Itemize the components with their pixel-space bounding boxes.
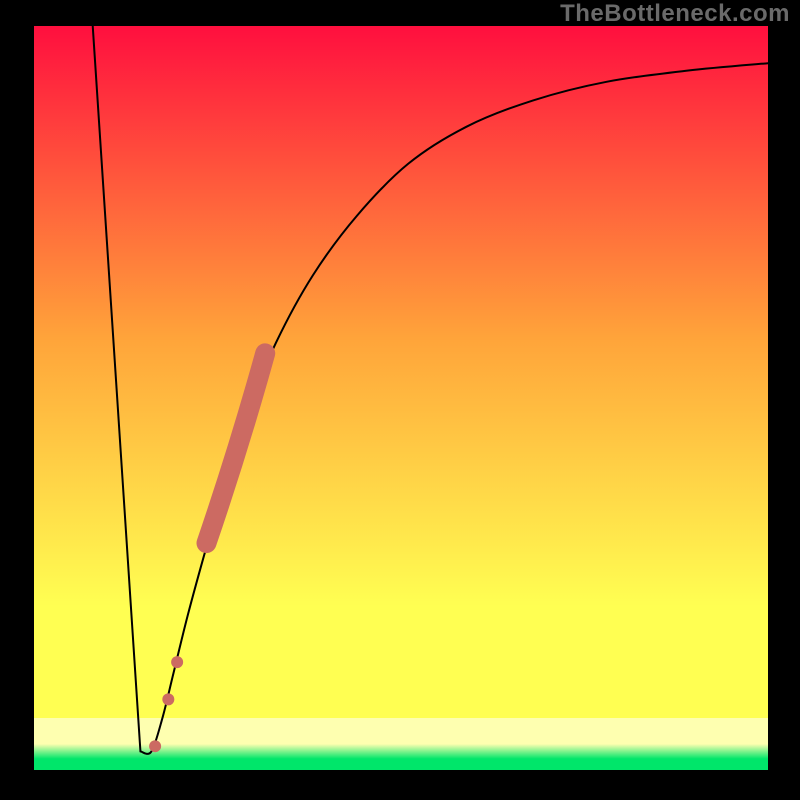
stage: TheBottleneck.com: [0, 0, 800, 800]
marker-dot: [171, 656, 183, 668]
plot-background: [34, 26, 768, 770]
chart-canvas: [0, 0, 800, 800]
marker-dot: [162, 693, 174, 705]
marker-dot: [149, 740, 161, 752]
watermark-text: TheBottleneck.com: [560, 0, 790, 28]
